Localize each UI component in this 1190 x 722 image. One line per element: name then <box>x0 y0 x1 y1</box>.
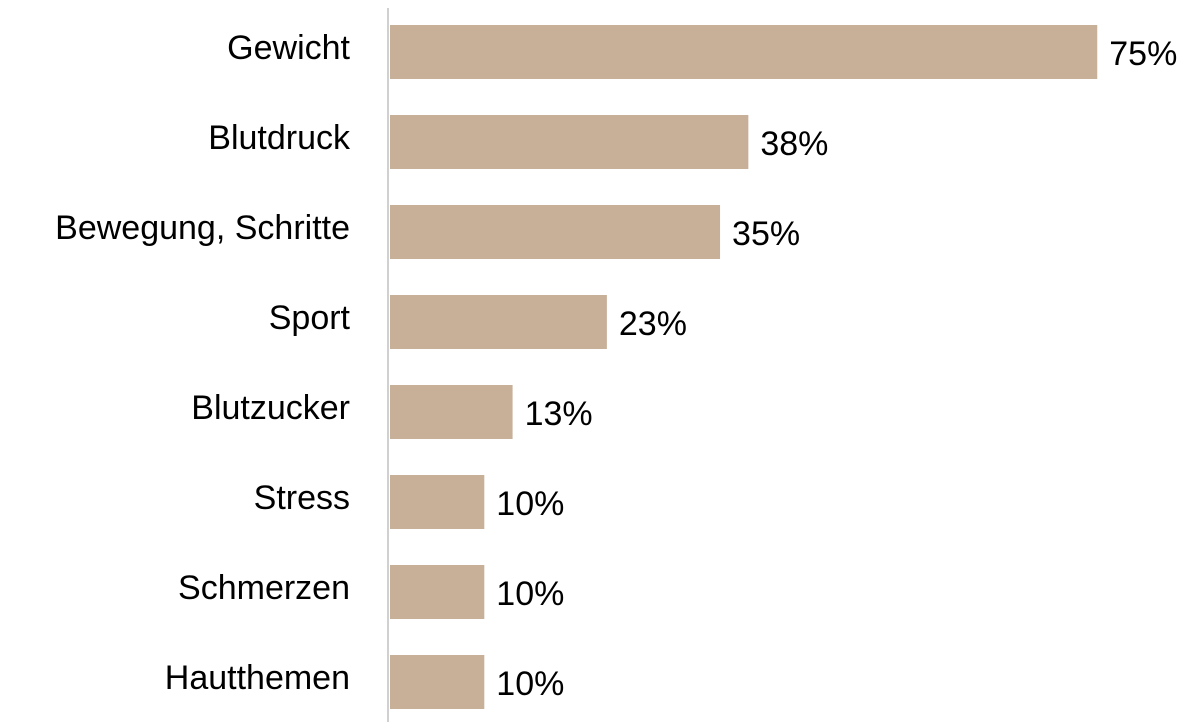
bar <box>390 295 607 349</box>
value-label: 35% <box>732 215 800 253</box>
value-label: 75% <box>1109 35 1177 73</box>
value-label: 38% <box>760 125 828 163</box>
category-label: Bewegung, Schritte <box>55 209 350 247</box>
bar <box>390 565 485 619</box>
value-label: 10% <box>496 485 564 523</box>
bar <box>390 205 721 259</box>
bar <box>390 475 485 529</box>
category-label: Sport <box>269 299 351 337</box>
category-label: Gewicht <box>227 29 350 67</box>
bar <box>390 25 1098 79</box>
bar <box>390 115 749 169</box>
category-label: Stress <box>254 479 350 517</box>
category-label: Hautthemen <box>165 659 350 697</box>
category-label: Blutdruck <box>208 119 351 157</box>
category-label: Schmerzen <box>178 569 350 607</box>
bar <box>390 655 485 709</box>
value-label: 13% <box>525 395 593 433</box>
value-label: 10% <box>496 665 564 703</box>
bar <box>390 385 513 439</box>
value-label: 10% <box>496 575 564 613</box>
value-label: 23% <box>619 305 687 343</box>
category-label: Blutzucker <box>191 389 350 427</box>
